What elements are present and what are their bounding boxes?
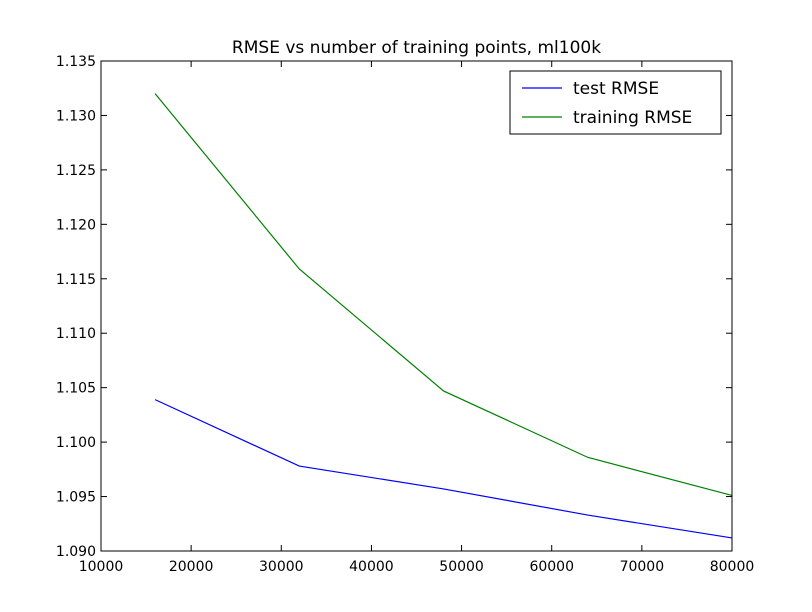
x-tick-label: 70000: [620, 559, 665, 575]
y-tick-label: 1.130: [56, 108, 96, 124]
y-tick-label: 1.095: [56, 490, 96, 506]
x-tick-label: 60000: [529, 559, 574, 575]
y-tick-label: 1.125: [56, 163, 96, 179]
series-layer: [154, 93, 733, 539]
y-tick-label: 1.090: [56, 544, 96, 560]
chart-title: RMSE vs number of training points, ml100…: [232, 38, 601, 58]
legend-label: training RMSE: [573, 108, 692, 128]
x-tick-label: 20000: [169, 559, 214, 575]
legend-box: [509, 70, 722, 135]
x-tick-label: 10000: [79, 559, 124, 575]
series-line-test-rmse: [154, 399, 733, 539]
y-tick-label: 1.120: [56, 217, 96, 233]
plot-frame: [100, 60, 733, 552]
y-tick-label: 1.110: [56, 326, 96, 342]
legend: test RMSE training RMSE: [509, 70, 722, 135]
legend-label: test RMSE: [573, 79, 659, 99]
y-tick-label: 1.105: [56, 381, 96, 397]
x-tick-label: 40000: [349, 559, 394, 575]
axis-layer: 10000 20000 30000 40000 50000 60000 70000 80000…: [56, 54, 754, 575]
x-tick-label: 50000: [439, 559, 484, 575]
x-tick-label: 80000: [710, 559, 755, 575]
y-tick-label: 1.100: [56, 435, 96, 451]
x-tick-label: 30000: [259, 559, 304, 575]
y-tick-label: 1.135: [56, 54, 96, 70]
series-line-training-rmse: [154, 93, 733, 497]
y-tick-label: 1.115: [56, 272, 96, 288]
